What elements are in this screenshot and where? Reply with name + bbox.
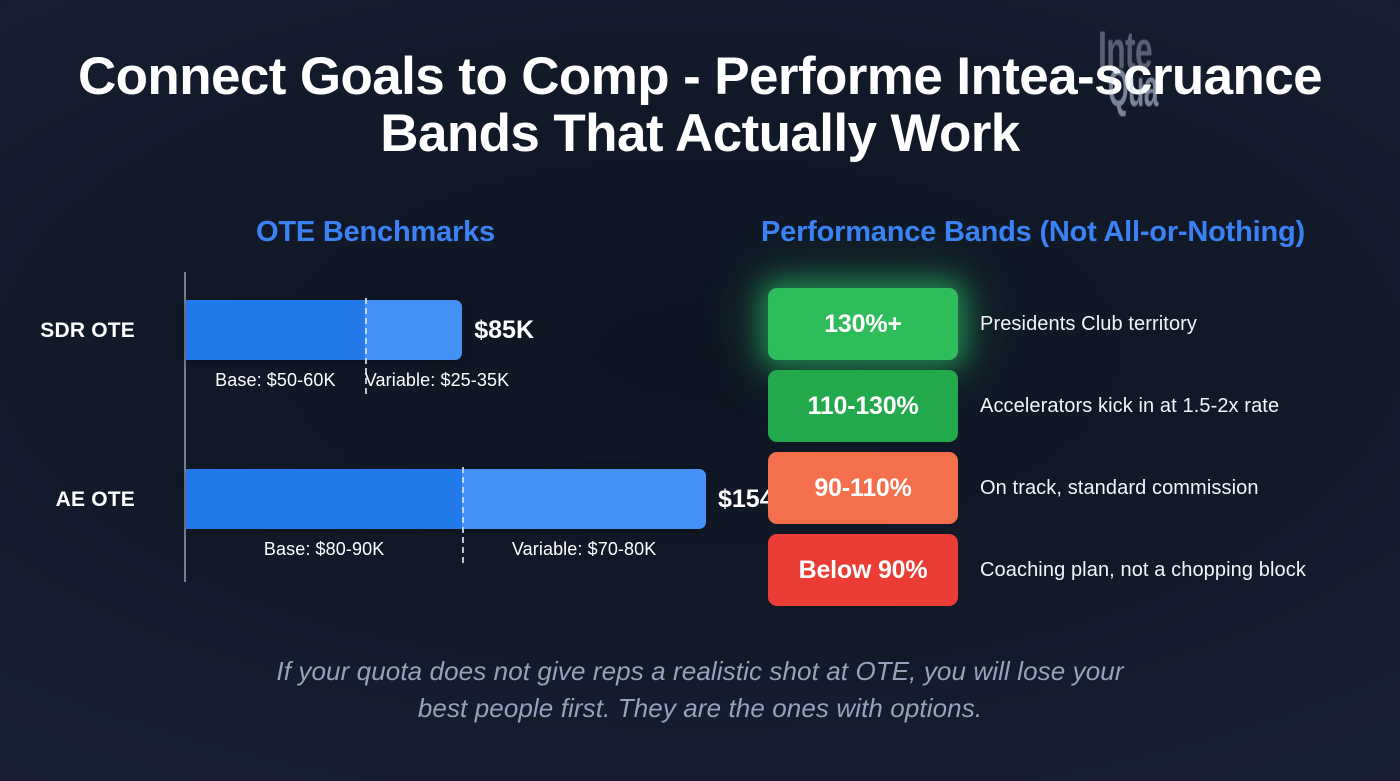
band-description-90-110: On track, standard commission bbox=[980, 476, 1259, 499]
bar-caption-base-sdr: Base: $50-60K bbox=[215, 370, 336, 390]
performance-bands-heading: Performance Bands (Not All-or-Nothing) bbox=[761, 216, 1305, 248]
bar-caption-variable-sdr: Variable: $25-35K bbox=[364, 370, 510, 390]
bar-track-ae bbox=[186, 469, 706, 529]
band-row-90-110: 90-110% On track, standard commission bbox=[768, 452, 1368, 524]
bar-divider-sdr bbox=[364, 298, 367, 394]
footer-quote-line-2: best people first. They are the ones wit… bbox=[417, 693, 983, 723]
footer-quote-line-1: If your quota does not give reps a reali… bbox=[276, 656, 1124, 686]
bar-segment-variable-sdr bbox=[364, 300, 463, 360]
performance-bands-list: 130%+ Presidents Club territory 110-130%… bbox=[768, 288, 1368, 616]
ote-benchmarks-heading: OTE Benchmarks bbox=[256, 216, 495, 248]
bar-category-label-ae: AE OTE bbox=[55, 488, 135, 511]
band-row-130-plus: 130%+ Presidents Club territory bbox=[768, 288, 1368, 360]
title-line-2: Bands That Actually Work bbox=[380, 104, 1020, 163]
band-row-110-130: 110-130% Accelerators kick in at 1.5-2x … bbox=[768, 370, 1368, 442]
bar-segment-base-sdr bbox=[186, 300, 365, 360]
footer-quote: If your quota does not give reps a reali… bbox=[0, 653, 1400, 727]
band-chip-110-130: 110-130% bbox=[768, 370, 958, 442]
bar-segment-variable-ae bbox=[462, 469, 706, 529]
band-description-130-plus: Presidents Club territory bbox=[980, 312, 1198, 335]
band-description-110-130: Accelerators kick in at 1.5-2x rate bbox=[980, 394, 1280, 417]
bar-total-label-sdr: $85K bbox=[474, 316, 535, 344]
bar-track-sdr bbox=[186, 300, 463, 360]
bar-caption-variable-ae: Variable: $70-80K bbox=[511, 539, 657, 559]
chart-axis-line bbox=[184, 272, 186, 582]
bar-divider-ae bbox=[462, 467, 465, 563]
band-chip-130-plus: 130%+ bbox=[768, 288, 958, 360]
band-chip-below-90: Below 90% bbox=[768, 534, 958, 606]
band-description-below-90: Coaching plan, not a chopping block bbox=[980, 558, 1306, 581]
bar-caption-base-ae: Base: $80-90K bbox=[263, 539, 385, 559]
ote-bar-chart: SDR OTE $85K Base: $50-60K Variable: $25… bbox=[0, 262, 792, 592]
band-chip-90-110: 90-110% bbox=[768, 452, 958, 524]
page-title: Connect Goals to Comp - Performe Intea-s… bbox=[0, 22, 1400, 163]
title-line-1: Connect Goals to Comp - Performe Intea-s… bbox=[77, 47, 1323, 106]
band-row-below-90: Below 90% Coaching plan, not a chopping … bbox=[768, 534, 1368, 606]
bar-category-label-sdr: SDR OTE bbox=[40, 319, 135, 342]
bar-segment-base-ae bbox=[186, 469, 463, 529]
